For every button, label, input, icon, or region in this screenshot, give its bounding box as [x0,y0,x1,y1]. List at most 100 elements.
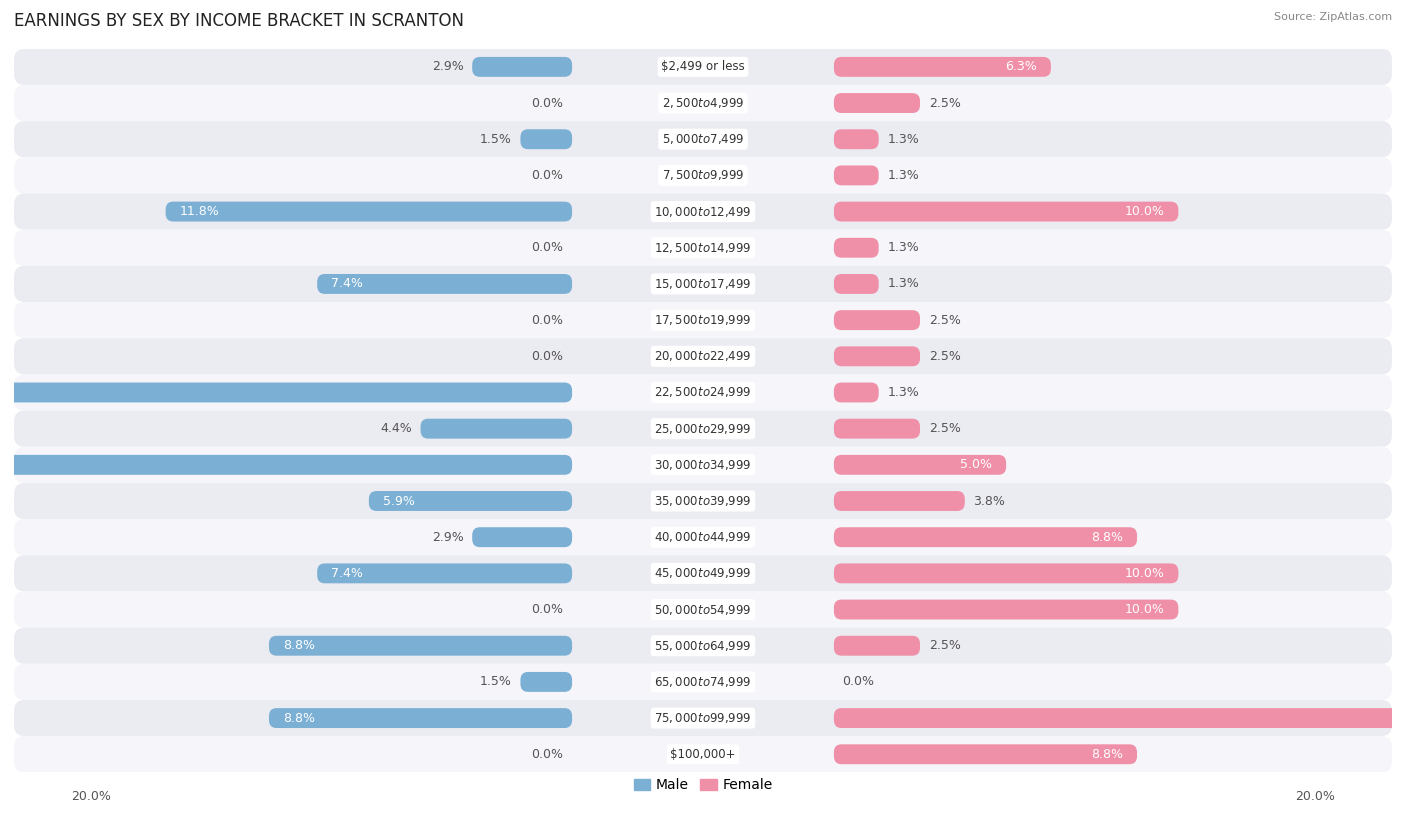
Text: 2.9%: 2.9% [432,531,464,544]
Text: 1.3%: 1.3% [887,133,920,146]
FancyBboxPatch shape [834,274,879,293]
FancyBboxPatch shape [14,555,1392,592]
FancyBboxPatch shape [318,563,572,583]
FancyBboxPatch shape [520,129,572,149]
Text: $35,000 to $39,999: $35,000 to $39,999 [654,494,752,508]
FancyBboxPatch shape [318,274,572,293]
FancyBboxPatch shape [14,121,1392,158]
Text: 4.4%: 4.4% [380,422,412,435]
Text: 2.5%: 2.5% [928,422,960,435]
FancyBboxPatch shape [834,166,879,185]
Text: 10.0%: 10.0% [1125,567,1164,580]
Text: $100,000+: $100,000+ [671,748,735,761]
Text: 1.3%: 1.3% [887,386,920,399]
Text: 2.5%: 2.5% [928,314,960,327]
FancyBboxPatch shape [0,455,572,475]
FancyBboxPatch shape [834,563,1178,583]
FancyBboxPatch shape [14,628,1392,663]
Text: 0.0%: 0.0% [531,603,564,616]
FancyBboxPatch shape [834,129,879,149]
Text: 10.0%: 10.0% [1125,603,1164,616]
FancyBboxPatch shape [14,302,1392,338]
FancyBboxPatch shape [14,374,1392,411]
Text: 8.8%: 8.8% [283,711,315,724]
Text: 8.8%: 8.8% [283,639,315,652]
FancyBboxPatch shape [834,455,1007,475]
Text: 5.0%: 5.0% [960,459,993,472]
Text: $17,500 to $19,999: $17,500 to $19,999 [654,313,752,327]
Text: 20.0%: 20.0% [72,790,111,803]
Text: $22,500 to $24,999: $22,500 to $24,999 [654,385,752,399]
Text: 0.0%: 0.0% [531,314,564,327]
FancyBboxPatch shape [14,158,1392,193]
FancyBboxPatch shape [14,193,1392,229]
Text: 1.3%: 1.3% [887,277,920,290]
Text: 0.0%: 0.0% [531,350,564,363]
Text: 1.5%: 1.5% [479,133,512,146]
FancyBboxPatch shape [368,491,572,511]
FancyBboxPatch shape [14,737,1392,772]
Text: Source: ZipAtlas.com: Source: ZipAtlas.com [1274,12,1392,22]
Text: 0.0%: 0.0% [842,676,875,689]
FancyBboxPatch shape [472,528,572,547]
FancyBboxPatch shape [14,338,1392,374]
FancyBboxPatch shape [0,383,572,402]
FancyBboxPatch shape [834,528,1137,547]
Text: 7.4%: 7.4% [330,567,363,580]
Text: $50,000 to $54,999: $50,000 to $54,999 [654,602,752,616]
FancyBboxPatch shape [834,491,965,511]
FancyBboxPatch shape [14,483,1392,520]
FancyBboxPatch shape [14,229,1392,266]
Text: 8.8%: 8.8% [1091,748,1123,761]
FancyBboxPatch shape [14,49,1392,85]
Text: $12,500 to $14,999: $12,500 to $14,999 [654,241,752,254]
Text: $2,499 or less: $2,499 or less [661,60,745,73]
Text: 1.5%: 1.5% [479,676,512,689]
Text: 2.5%: 2.5% [928,639,960,652]
Text: $15,000 to $17,499: $15,000 to $17,499 [654,277,752,291]
FancyBboxPatch shape [834,57,1050,76]
Legend: Male, Female: Male, Female [628,773,778,798]
Text: 6.3%: 6.3% [1005,60,1038,73]
FancyBboxPatch shape [834,745,1137,764]
FancyBboxPatch shape [472,57,572,76]
Text: $40,000 to $44,999: $40,000 to $44,999 [654,530,752,544]
Text: 0.0%: 0.0% [531,241,564,254]
Text: $75,000 to $99,999: $75,000 to $99,999 [654,711,752,725]
FancyBboxPatch shape [834,346,920,366]
FancyBboxPatch shape [14,266,1392,302]
Text: 10.0%: 10.0% [1125,205,1164,218]
FancyBboxPatch shape [14,447,1392,483]
FancyBboxPatch shape [834,419,920,438]
Text: EARNINGS BY SEX BY INCOME BRACKET IN SCRANTON: EARNINGS BY SEX BY INCOME BRACKET IN SCR… [14,12,464,30]
FancyBboxPatch shape [14,592,1392,628]
Text: 0.0%: 0.0% [531,748,564,761]
FancyBboxPatch shape [834,636,920,655]
FancyBboxPatch shape [14,663,1392,700]
Text: 20.0%: 20.0% [1295,790,1334,803]
Text: 5.9%: 5.9% [382,494,415,507]
FancyBboxPatch shape [269,636,572,655]
Text: $20,000 to $22,499: $20,000 to $22,499 [654,350,752,363]
Text: 1.3%: 1.3% [887,241,920,254]
Text: 2.5%: 2.5% [928,97,960,110]
FancyBboxPatch shape [14,85,1392,121]
FancyBboxPatch shape [834,202,1178,221]
FancyBboxPatch shape [834,311,920,330]
FancyBboxPatch shape [420,419,572,438]
FancyBboxPatch shape [834,600,1178,620]
Text: 0.0%: 0.0% [531,97,564,110]
Text: $65,000 to $74,999: $65,000 to $74,999 [654,675,752,689]
FancyBboxPatch shape [834,93,920,113]
Text: 8.8%: 8.8% [1091,531,1123,544]
Text: $30,000 to $34,999: $30,000 to $34,999 [654,458,752,472]
Text: $10,000 to $12,499: $10,000 to $12,499 [654,205,752,219]
Text: 2.9%: 2.9% [432,60,464,73]
Text: 3.8%: 3.8% [973,494,1005,507]
Text: 11.8%: 11.8% [180,205,219,218]
Text: 0.0%: 0.0% [531,169,564,182]
FancyBboxPatch shape [166,202,572,221]
FancyBboxPatch shape [834,708,1406,728]
Text: 2.5%: 2.5% [928,350,960,363]
FancyBboxPatch shape [14,520,1392,555]
